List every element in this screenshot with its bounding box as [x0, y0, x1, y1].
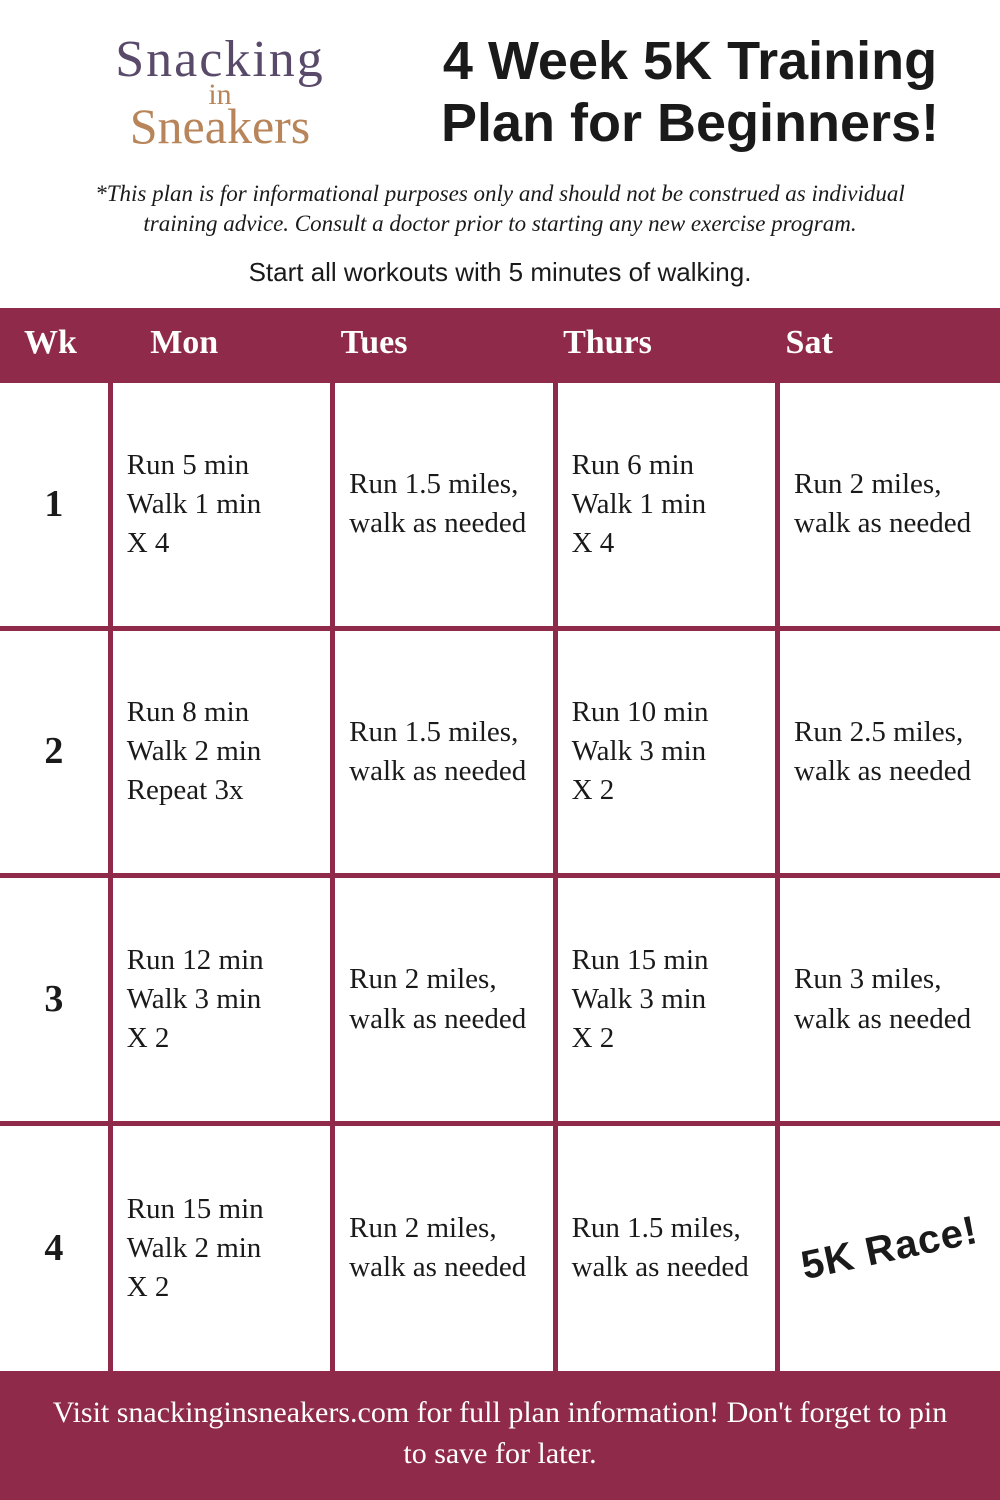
- cell-text: 4: [44, 1227, 63, 1269]
- cell-text: 2: [44, 730, 63, 772]
- col-header-week: Wk: [0, 308, 110, 381]
- col-header-tues: Tues: [333, 308, 555, 381]
- brand-logo: Snacking in Sneakers: [50, 31, 390, 154]
- footer-text: Visit snackinginsneakers.com for full pl…: [0, 1371, 1000, 1500]
- table-row: 2 Run 8 min Walk 2 min Repeat 3x Run 1.5 m…: [0, 628, 1000, 876]
- workout-cell: Run 15 min Walk 2 min X 2: [110, 1123, 332, 1371]
- cell-text: Run 3 miles, walk as needed: [794, 963, 971, 1034]
- table-row: 3 Run 12 min Walk 3 min X 2 Run 2 miles, w…: [0, 876, 1000, 1124]
- cell-text: Run 1.5 miles, walk as needed: [572, 1212, 749, 1283]
- cell-text: Run 1.5 miles, walk as needed: [349, 716, 526, 787]
- instruction-text: Start all workouts with 5 minutes of wal…: [0, 257, 1000, 308]
- workout-cell: Run 8 min Walk 2 min Repeat 3x: [110, 628, 332, 876]
- logo-line-3: Sneakers: [50, 99, 390, 154]
- header: Snacking in Sneakers 4 Week 5K Training …: [0, 0, 1000, 174]
- cell-text: Run 2 miles, walk as needed: [794, 468, 971, 539]
- week-number-cell: 4: [0, 1123, 110, 1371]
- workout-cell: Run 12 min Walk 3 min X 2: [110, 876, 332, 1124]
- workout-cell: Run 1.5 miles, walk as needed: [555, 1123, 777, 1371]
- table-row: 4 Run 15 min Walk 2 min X 2 Run 2 miles, w…: [0, 1123, 1000, 1371]
- training-table-wrap: Wk Mon Tues Thurs Sat 1 Run 5 min Walk 1 …: [0, 308, 1000, 1500]
- workout-cell: Run 5 min Walk 1 min X 4: [110, 380, 332, 628]
- page-title: 4 Week 5K Training Plan for Beginners!: [430, 30, 950, 154]
- cell-text: Run 2 miles, walk as needed: [349, 963, 526, 1034]
- cell-text: Run 15 min Walk 3 min X 2: [572, 944, 709, 1054]
- race-label: 5K Race!: [797, 1203, 984, 1293]
- col-header-mon: Mon: [110, 308, 332, 381]
- cell-text: Run 2.5 miles, walk as needed: [794, 716, 971, 787]
- cell-text: Run 1.5 miles, walk as needed: [349, 468, 526, 539]
- week-number-cell: 1: [0, 380, 110, 628]
- cell-text: 1: [44, 483, 63, 525]
- table-header-row: Wk Mon Tues Thurs Sat: [0, 308, 1000, 381]
- workout-cell: Run 2 miles, walk as needed: [333, 876, 555, 1124]
- workout-cell: Run 2.5 miles, walk as needed: [778, 628, 1000, 876]
- workout-cell: Run 10 min Walk 3 min X 2: [555, 628, 777, 876]
- week-number-cell: 2: [0, 628, 110, 876]
- col-header-sat: Sat: [778, 308, 1000, 381]
- week-number-cell: 3: [0, 876, 110, 1124]
- cell-text: Run 12 min Walk 3 min X 2: [127, 944, 264, 1054]
- cell-text: Run 8 min Walk 2 min Repeat 3x: [127, 696, 262, 806]
- cell-text: Run 10 min Walk 3 min X 2: [572, 696, 709, 806]
- workout-cell: Run 6 min Walk 1 min X 4: [555, 380, 777, 628]
- workout-cell: Run 1.5 miles, walk as needed: [333, 380, 555, 628]
- cell-text: Run 2 miles, walk as needed: [349, 1212, 526, 1283]
- cell-text: Run 5 min Walk 1 min X 4: [127, 449, 262, 559]
- cell-text: Run 15 min Walk 2 min X 2: [127, 1193, 264, 1303]
- workout-cell: Run 2 miles, walk as needed: [778, 380, 1000, 628]
- cell-text: 3: [44, 978, 63, 1020]
- training-table: Wk Mon Tues Thurs Sat 1 Run 5 min Walk 1 …: [0, 308, 1000, 1371]
- disclaimer-text: *This plan is for informational purposes…: [0, 174, 1000, 257]
- table-row: 1 Run 5 min Walk 1 min X 4 Run 1.5 miles, …: [0, 380, 1000, 628]
- cell-text: Run 6 min Walk 1 min X 4: [572, 449, 707, 559]
- col-header-thurs: Thurs: [555, 308, 777, 381]
- workout-cell: Run 15 min Walk 3 min X 2: [555, 876, 777, 1124]
- workout-cell: Run 3 miles, walk as needed: [778, 876, 1000, 1124]
- workout-cell: Run 1.5 miles, walk as needed: [333, 628, 555, 876]
- workout-cell: Run 2 miles, walk as needed: [333, 1123, 555, 1371]
- workout-cell: 5K Race!: [778, 1123, 1000, 1371]
